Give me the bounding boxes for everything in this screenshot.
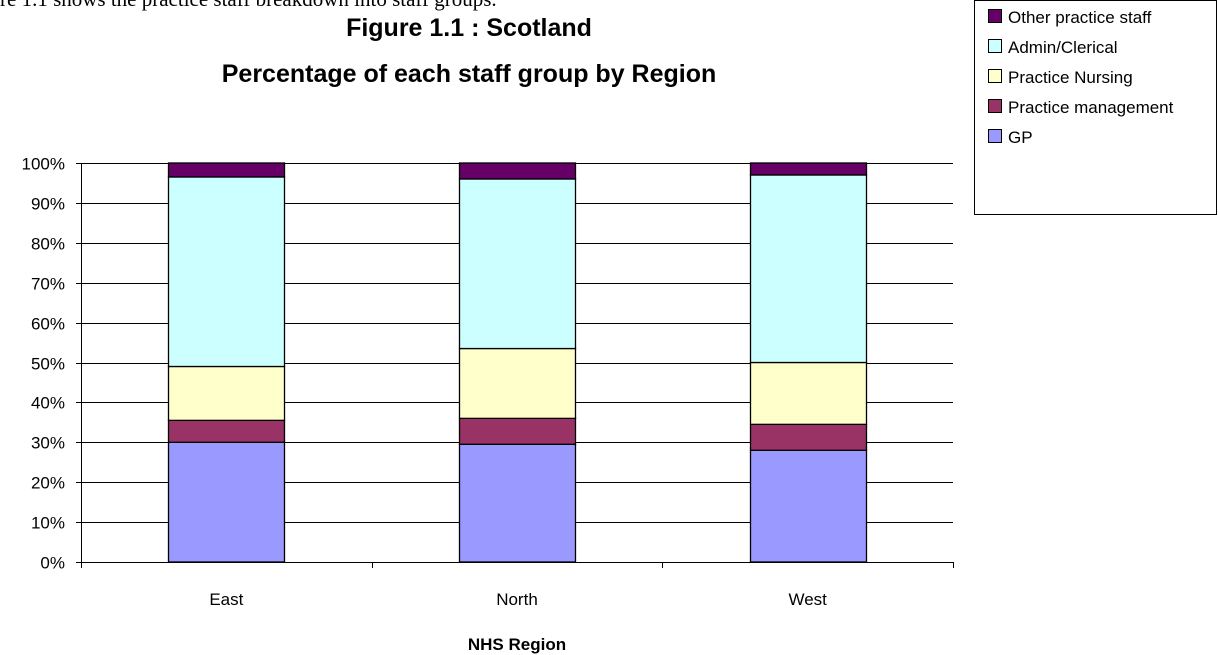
legend-label: GP [1008, 128, 1033, 147]
y-tick-label: 30% [31, 434, 65, 453]
axes: 0% 10% 20% 30% 40% 50% 60% 70% 80% 90% 100% East Nor… [22, 155, 954, 609]
bar-segment-east-other-practice-staff [167, 162, 286, 178]
legend-swatch [988, 69, 1002, 83]
legend-label: Practice management [1008, 98, 1174, 117]
legend-box [974, 0, 1217, 215]
bar-segment-east-practice-nursing [167, 365, 286, 422]
x-tick-label: West [788, 590, 827, 609]
bar-segment-west-admin-clerical [749, 174, 868, 364]
y-tick-label: 0% [40, 554, 65, 573]
bar-segment-west-gp [749, 449, 868, 563]
y-tick-label: 80% [31, 235, 65, 254]
y-tick-label: 90% [31, 195, 65, 214]
legend-swatch [988, 9, 1002, 23]
bar-segment-north-other-practice-staff [458, 162, 577, 180]
intro-text: re 1.1 shows the practice staff breakdow… [0, 0, 497, 12]
legend-label: Admin/Clerical [1008, 38, 1118, 57]
x-axis-label: NHS Region [468, 635, 566, 654]
bar-segment-west-practice-nursing [749, 361, 868, 425]
bar-segment-west-other-practice-staff [749, 162, 868, 176]
y-tick-label: 60% [31, 315, 65, 334]
bars [167, 162, 868, 563]
y-tick-label: 10% [31, 514, 65, 533]
bar-segment-east-practice-management [167, 419, 286, 443]
legend-label: Other practice staff [1008, 8, 1152, 27]
legend-swatch [988, 129, 1002, 143]
x-tick-label: North [496, 590, 538, 609]
bar-segment-west-practice-management [749, 423, 868, 451]
y-tick-label: 40% [31, 394, 65, 413]
y-tick-label: 20% [31, 474, 65, 493]
bar-segment-north-practice-nursing [458, 347, 577, 420]
bar-segment-north-practice-management [458, 417, 577, 445]
y-tick-label: 70% [31, 275, 65, 294]
legend-swatch [988, 39, 1002, 53]
bar-segment-north-gp [458, 443, 577, 563]
legend-label: Practice Nursing [1008, 68, 1133, 87]
y-tick-label: 50% [31, 355, 65, 374]
x-tick-label: East [209, 590, 243, 609]
bar-segment-east-admin-clerical [167, 176, 286, 368]
y-tick-label: 100% [22, 155, 65, 174]
bar-segment-east-gp [167, 441, 286, 563]
legend: Other practice staff Admin/Clerical Practi… [974, 0, 1217, 215]
chart-title: Figure 1.1 : Scotland [346, 14, 592, 42]
chart-subtitle: Percentage of each staff group by Region [221, 60, 717, 88]
legend-swatch [988, 99, 1002, 113]
bar-segment-north-admin-clerical [458, 178, 577, 350]
